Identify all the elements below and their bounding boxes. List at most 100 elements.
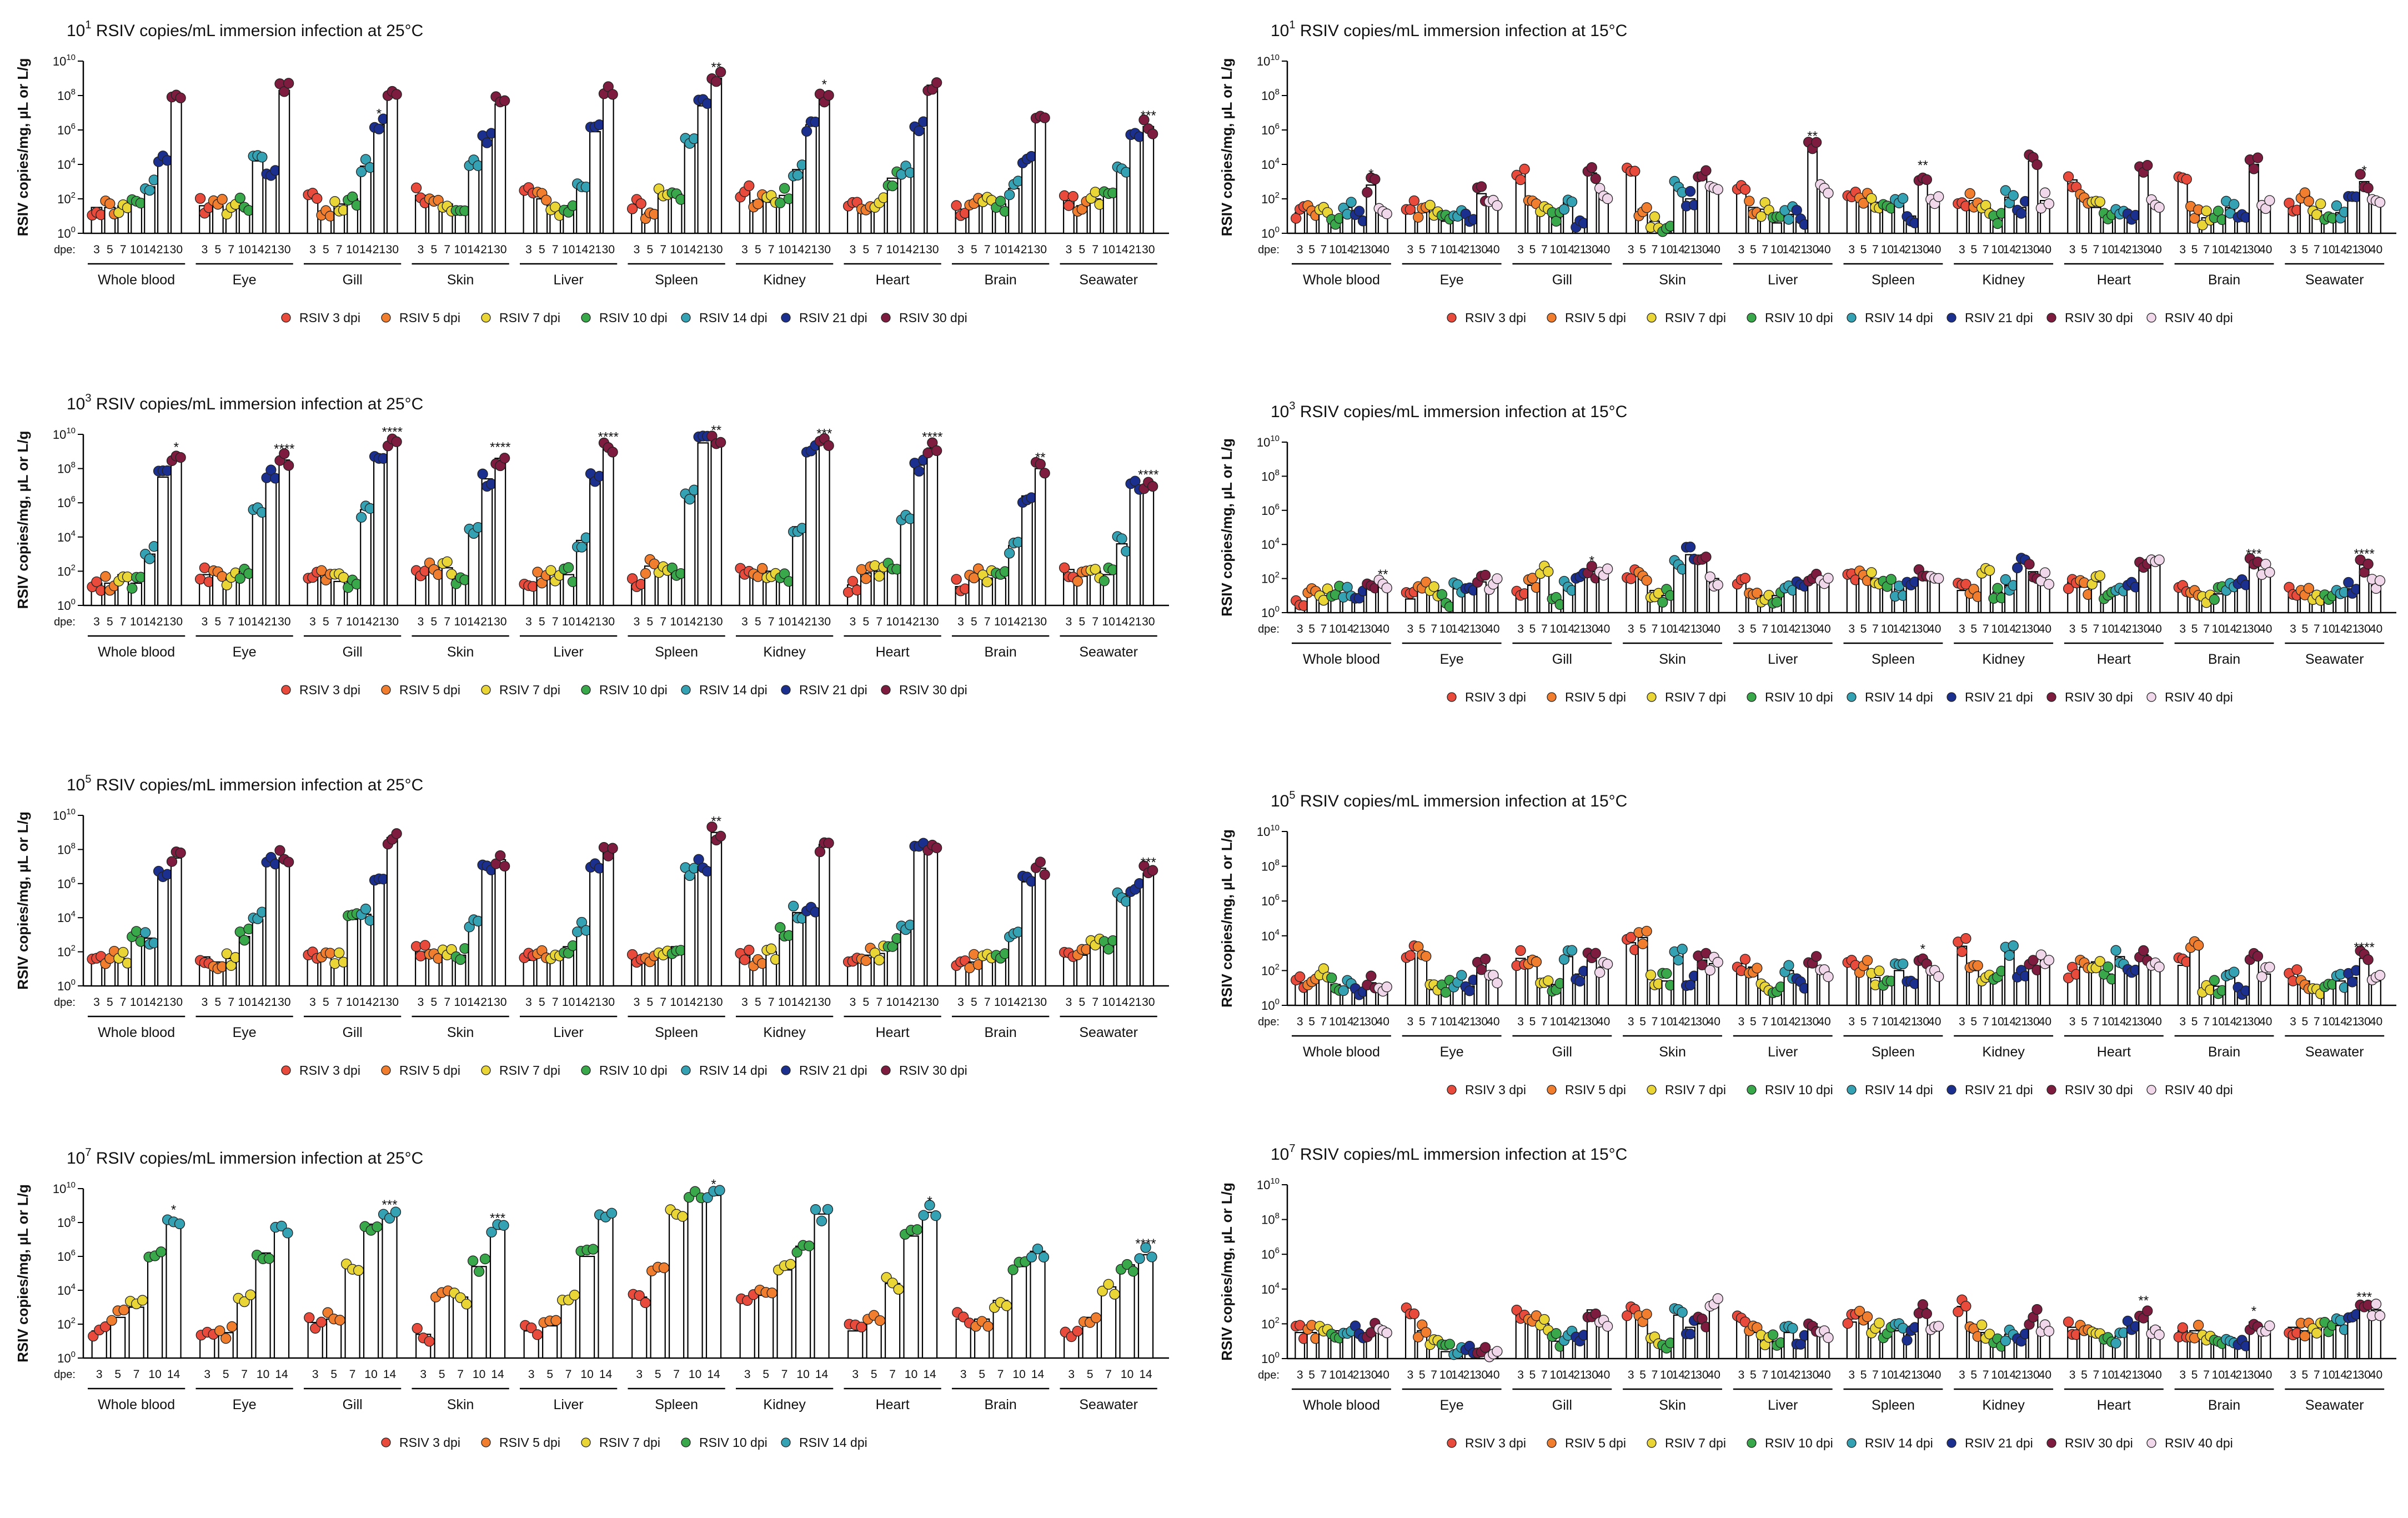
tissue-label: Eye bbox=[1440, 272, 1464, 288]
y-tick-exponent: 6 bbox=[1275, 893, 1280, 902]
y-tick-exponent: 0 bbox=[1275, 225, 1280, 234]
data-point bbox=[995, 196, 1006, 207]
significance-label: *** bbox=[382, 1198, 398, 1213]
y-tick-exponent: 4 bbox=[1275, 1281, 1280, 1290]
bar bbox=[147, 1255, 163, 1359]
dpe-tick-label: 21 bbox=[589, 996, 601, 1009]
bar bbox=[157, 476, 169, 607]
dpe-tick-label: 7 bbox=[1652, 623, 1658, 635]
data-point bbox=[1539, 1314, 1550, 1325]
tissue-label: Eye bbox=[1440, 1397, 1464, 1413]
bar bbox=[814, 1213, 830, 1359]
dpe-tick-label: 3 bbox=[1848, 623, 1855, 635]
data-point bbox=[2138, 945, 2149, 956]
tissue-label: Gill bbox=[1552, 1397, 1572, 1413]
bar bbox=[2028, 160, 2039, 234]
data-point bbox=[1424, 199, 1436, 211]
dpe-tick-label: 5 bbox=[755, 615, 761, 628]
dpe-tick-label: 40 bbox=[1928, 1369, 1941, 1381]
dpe-tick-label: 5 bbox=[755, 996, 761, 1009]
dpe-tick-label: 7 bbox=[1321, 1015, 1327, 1028]
bar bbox=[697, 105, 709, 234]
dpe-tick-label: 21 bbox=[1573, 243, 1586, 256]
data-point bbox=[2039, 187, 2051, 198]
y-tick-base: 10 bbox=[1261, 123, 1275, 137]
dpe-tick-label: 30 bbox=[710, 996, 723, 1009]
dpe-tick-label: 3 bbox=[1517, 243, 1524, 256]
tissue-label: Spleen bbox=[1872, 652, 1915, 667]
bar bbox=[1100, 1286, 1117, 1359]
dpe-tick-label: 5 bbox=[1087, 1368, 1093, 1381]
data-point bbox=[2043, 198, 2055, 209]
bar bbox=[739, 1296, 755, 1359]
data-point bbox=[982, 576, 993, 588]
dpe-tick-label: 7 bbox=[889, 1368, 896, 1381]
dpe-tick-label: 30 bbox=[1586, 243, 1598, 256]
dpe-tick-label: 40 bbox=[1487, 243, 1499, 256]
data-point bbox=[526, 1322, 537, 1334]
dpe-tick-label: 5 bbox=[2191, 623, 2198, 635]
dpe-tick-label: 14 bbox=[1115, 996, 1128, 1009]
bar bbox=[2189, 945, 2200, 1006]
title-exponent: 1 bbox=[1289, 19, 1295, 31]
dpe-tick-label: 5 bbox=[1529, 1369, 1536, 1381]
legend-marker bbox=[681, 313, 691, 323]
y-tick-exponent: 4 bbox=[71, 156, 76, 166]
dpe-tick-label: 5 bbox=[971, 243, 977, 256]
tissue-label: Eye bbox=[233, 1397, 257, 1412]
data-point bbox=[969, 572, 980, 584]
bar bbox=[1586, 959, 1597, 1006]
data-point bbox=[658, 1262, 670, 1274]
dpe-tick-label: 7 bbox=[552, 243, 559, 256]
dpe-tick-label: 30 bbox=[1475, 243, 1488, 256]
data-point bbox=[91, 576, 102, 588]
dpe-tick-label: 5 bbox=[214, 996, 221, 1009]
dpe-tick-label: 7 bbox=[660, 243, 666, 256]
bar bbox=[2236, 221, 2248, 234]
data-point bbox=[1795, 1339, 1806, 1350]
dpe-tick-label: 5 bbox=[2301, 1369, 2308, 1381]
data-point bbox=[1783, 214, 1794, 225]
data-point bbox=[279, 86, 290, 97]
dpe-tick-label: 3 bbox=[1959, 1369, 1965, 1381]
data-point bbox=[1551, 1328, 1562, 1339]
dpe-tick-label: 3 bbox=[1738, 243, 1745, 256]
data-point bbox=[175, 847, 186, 859]
dpe-tick-label: 5 bbox=[1860, 1015, 1867, 1028]
bar bbox=[2177, 964, 2188, 1006]
data-point bbox=[2229, 199, 2240, 210]
data-point bbox=[304, 1312, 315, 1323]
significance-label: **** bbox=[1138, 467, 1158, 482]
tissue-label: Seawater bbox=[1079, 1397, 1138, 1412]
dpe-tick-label: 14 bbox=[2334, 243, 2347, 256]
data-point bbox=[334, 947, 345, 959]
data-point bbox=[1866, 567, 1877, 578]
data-point bbox=[1641, 575, 1652, 586]
tissue-label: Liver bbox=[1768, 1397, 1798, 1413]
data-point bbox=[353, 1265, 364, 1276]
data-point bbox=[1921, 174, 1932, 186]
dpe-tick-label: 40 bbox=[1818, 243, 1830, 256]
data-point bbox=[1700, 552, 1712, 563]
data-point bbox=[1032, 1243, 1044, 1255]
y-tick-base: 10 bbox=[1261, 192, 1275, 206]
bar bbox=[687, 1195, 703, 1359]
dpe-tick-label: 21 bbox=[912, 996, 925, 1009]
data-point bbox=[2209, 594, 2220, 605]
dpe-tick-label: 7 bbox=[1431, 1015, 1437, 1028]
data-point bbox=[1116, 533, 1127, 544]
y-tick-label: 1010 bbox=[53, 807, 76, 823]
dpe-tick-label: 14 bbox=[143, 996, 157, 1009]
y-tick-base: 10 bbox=[57, 877, 71, 891]
data-point bbox=[1381, 208, 1392, 219]
legend-marker bbox=[1747, 1085, 1757, 1095]
y-tick-exponent: 10 bbox=[66, 1180, 76, 1190]
data-point bbox=[2094, 196, 2105, 208]
dpe-tick-label: 14 bbox=[2334, 623, 2347, 635]
data-point bbox=[1026, 1251, 1037, 1263]
data-point bbox=[329, 958, 340, 969]
dpe-tick-label: 10 bbox=[778, 243, 791, 256]
dpe-tick-label: 14 bbox=[2224, 243, 2237, 256]
bar bbox=[1129, 888, 1141, 987]
legend-marker bbox=[2146, 1438, 2156, 1448]
